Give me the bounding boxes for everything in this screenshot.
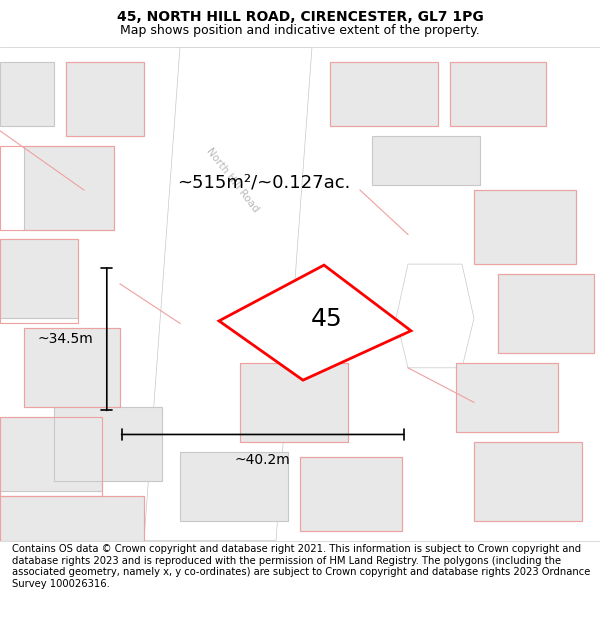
- Polygon shape: [300, 457, 402, 531]
- Polygon shape: [219, 265, 411, 380]
- Polygon shape: [240, 363, 348, 442]
- Text: Map shows position and indicative extent of the property.: Map shows position and indicative extent…: [120, 24, 480, 36]
- Polygon shape: [396, 264, 474, 368]
- Text: ~40.2m: ~40.2m: [235, 453, 290, 468]
- Polygon shape: [0, 62, 54, 126]
- Text: 45: 45: [310, 308, 342, 331]
- Polygon shape: [450, 62, 546, 126]
- Polygon shape: [498, 274, 594, 353]
- Polygon shape: [474, 190, 576, 264]
- Polygon shape: [24, 328, 120, 408]
- Polygon shape: [24, 146, 114, 229]
- Text: North Hill Road: North Hill Road: [205, 146, 261, 214]
- Text: ~34.5m: ~34.5m: [38, 332, 94, 346]
- Polygon shape: [456, 363, 558, 432]
- Polygon shape: [144, 47, 312, 541]
- Text: 45, NORTH HILL ROAD, CIRENCESTER, GL7 1PG: 45, NORTH HILL ROAD, CIRENCESTER, GL7 1P…: [116, 10, 484, 24]
- Text: Contains OS data © Crown copyright and database right 2021. This information is : Contains OS data © Crown copyright and d…: [12, 544, 590, 589]
- Polygon shape: [180, 452, 288, 521]
- Polygon shape: [0, 496, 144, 541]
- Polygon shape: [0, 418, 102, 491]
- Polygon shape: [0, 239, 78, 318]
- Polygon shape: [474, 442, 582, 521]
- Text: ~515m²/~0.127ac.: ~515m²/~0.127ac.: [178, 174, 350, 192]
- Polygon shape: [330, 62, 438, 126]
- Polygon shape: [372, 136, 480, 185]
- Polygon shape: [54, 408, 162, 481]
- Polygon shape: [66, 62, 144, 136]
